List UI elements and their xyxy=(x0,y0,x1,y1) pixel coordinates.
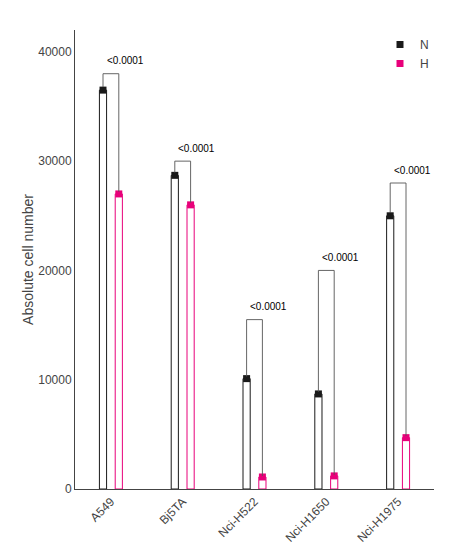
svg-text:Nci-H1650: Nci-H1650 xyxy=(283,495,333,545)
svg-text:<0.0001: <0.0001 xyxy=(250,301,287,312)
svg-text:<0.0001: <0.0001 xyxy=(178,143,215,154)
svg-text:H: H xyxy=(420,57,429,71)
svg-text:20000: 20000 xyxy=(38,264,72,278)
svg-text:0: 0 xyxy=(65,482,72,496)
svg-text:<0.0001: <0.0001 xyxy=(322,252,359,263)
svg-text:Absolute cell number: Absolute cell number xyxy=(20,194,36,325)
svg-text:Nci-H1975: Nci-H1975 xyxy=(354,495,404,545)
svg-text:<0.0001: <0.0001 xyxy=(107,55,144,66)
svg-text:Nci-H522: Nci-H522 xyxy=(216,495,261,540)
svg-text:30000: 30000 xyxy=(38,154,72,168)
svg-text:A549: A549 xyxy=(88,495,118,525)
svg-text:10000: 10000 xyxy=(38,373,72,387)
svg-text:N: N xyxy=(420,38,429,52)
svg-text:40000: 40000 xyxy=(38,45,72,59)
svg-text:<0.0001: <0.0001 xyxy=(394,165,431,176)
svg-text:Bj5TA: Bj5TA xyxy=(157,495,189,527)
